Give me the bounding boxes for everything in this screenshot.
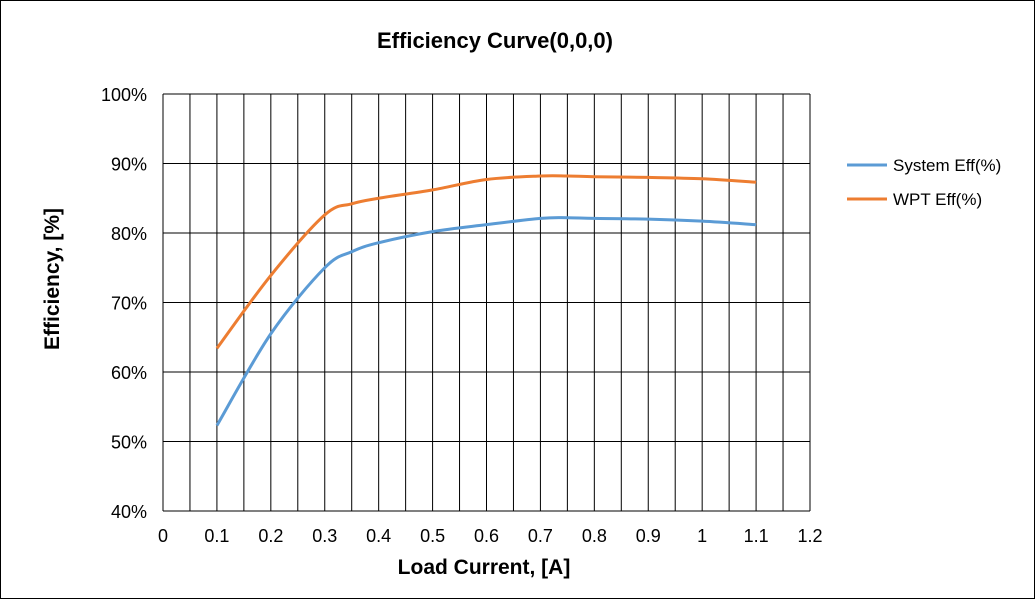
legend-label-system-eff: System Eff(%) — [893, 156, 1001, 175]
tick-layer: 0 0.1 0.2 0.3 0.4 0.5 0.6 0.7 0.8 0.9 1 1.1 1.2 40% 50… — [101, 85, 823, 546]
x-tick-label: 1.2 — [797, 526, 822, 546]
y-tick-label: 90% — [111, 155, 147, 175]
y-tick-label: 60% — [111, 363, 147, 383]
legend-label-wpt-eff: WPT Eff(%) — [893, 190, 982, 209]
x-tick-label: 0.6 — [474, 526, 499, 546]
x-tick-label: 0 — [158, 526, 168, 546]
legend: System Eff(%) WPT Eff(%) — [847, 156, 1001, 209]
y-tick-label: 40% — [111, 502, 147, 522]
x-axis-label: Load Current, [A] — [398, 556, 571, 579]
y-tick-label: 100% — [101, 85, 147, 105]
series-layer — [215, 174, 757, 427]
x-tick-label: 0.8 — [582, 526, 607, 546]
x-tick-label: 1 — [697, 526, 707, 546]
x-tick-label: 1.1 — [744, 526, 769, 546]
series-line-wpt-eff — [215, 174, 757, 350]
x-tick-label: 0.7 — [528, 526, 553, 546]
y-axis-label: Efficiency, [%] — [41, 208, 64, 350]
series-line-system-eff — [215, 216, 757, 427]
x-tick-label: 0.9 — [636, 526, 661, 546]
x-tick-label: 0.3 — [312, 526, 337, 546]
y-tick-label: 50% — [111, 433, 147, 453]
x-tick-label: 0.1 — [204, 526, 229, 546]
chart-title: Efficiency Curve(0,0,0) — [377, 28, 613, 53]
x-tick-label: 0.2 — [258, 526, 283, 546]
x-tick-label: 0.4 — [366, 526, 391, 546]
y-tick-label: 70% — [111, 294, 147, 314]
y-tick-label: 80% — [111, 224, 147, 244]
grid-layer — [162, 93, 811, 512]
x-tick-label: 0.5 — [420, 526, 445, 546]
